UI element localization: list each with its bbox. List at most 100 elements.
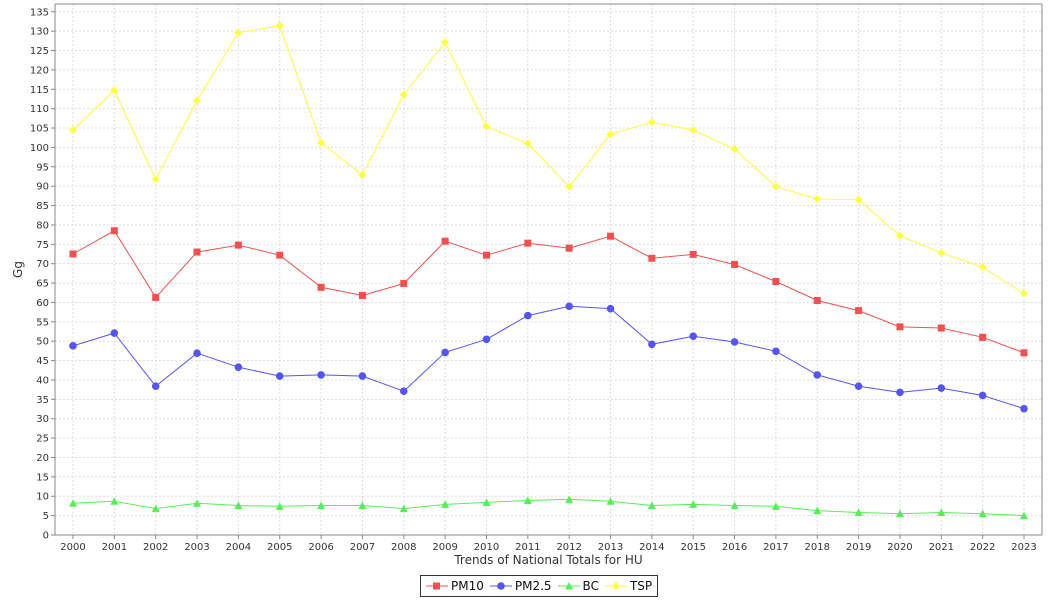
pm10-data-point <box>193 248 201 256</box>
legend-label-bc: BC <box>582 579 599 593</box>
tsp-data-point <box>689 125 698 134</box>
pm25-data-point <box>937 384 946 392</box>
pm10-data-point <box>648 254 656 262</box>
pm10-data-point <box>524 239 532 247</box>
x-tick-label: 2013 <box>598 542 623 553</box>
tsp-data-point <box>69 125 77 134</box>
bc-data-point <box>565 495 574 503</box>
bc-data-point <box>275 502 284 510</box>
pm25-data-point <box>772 347 780 356</box>
tsp-data-point <box>482 122 491 131</box>
x-tick-label: 2016 <box>722 542 747 553</box>
pm25-data-point <box>730 338 739 346</box>
pm10-data-point <box>689 250 697 258</box>
tsp-data-point <box>813 194 822 203</box>
x-tick-label: 2012 <box>556 542 581 553</box>
tsp-data-point <box>895 231 904 240</box>
pm10-data-point <box>400 279 408 287</box>
pm10-data-point <box>565 244 573 252</box>
tsp-data-point <box>193 96 202 105</box>
tsp-data-point <box>234 28 243 37</box>
y-tick-label: 105 <box>30 124 49 135</box>
pm10-data-point <box>69 250 77 258</box>
y-tick-label: 65 <box>36 279 49 290</box>
tsp-data-point <box>1020 289 1028 298</box>
tsp-data-point <box>399 90 408 99</box>
x-tick-label: 2001 <box>102 542 127 553</box>
y-tick-label: 85 <box>36 201 49 212</box>
bc-data-point <box>234 501 243 510</box>
y-tick-label: 135 <box>30 7 49 18</box>
bc-data-point <box>813 506 822 515</box>
tsp-data-point <box>565 182 574 191</box>
pm25-data-point <box>441 348 449 357</box>
bc-data-point <box>482 498 491 506</box>
y-tick-label: 120 <box>30 65 49 76</box>
x-tick-label: 2009 <box>432 542 457 553</box>
y-tick-label: 75 <box>36 240 49 251</box>
pm10-data-point <box>896 323 904 331</box>
y-tick-label: 25 <box>36 434 49 445</box>
pm25-legend-marker <box>489 582 512 590</box>
y-tick-label: 100 <box>30 143 49 154</box>
x-axis-title: Trends of National Totals for HU <box>453 553 642 567</box>
bc-data-point <box>689 500 698 508</box>
pm10-data-point <box>1020 349 1028 357</box>
pm25-data-point <box>565 302 573 311</box>
x-tick-label: 2003 <box>184 542 209 553</box>
y-tick-label: 20 <box>36 453 49 464</box>
x-tick-label: 2018 <box>805 542 830 553</box>
tsp-data-point <box>937 248 946 257</box>
x-tick-label: 2023 <box>1011 542 1036 553</box>
legend-label-pm25: PM2.5 <box>514 579 552 593</box>
pm25-data-point <box>399 387 408 396</box>
x-tick-label: 2022 <box>970 542 995 553</box>
y-tick-label: 60 <box>36 298 49 309</box>
bc-data-point <box>193 499 202 507</box>
tsp-data-point <box>151 175 160 184</box>
y-tick-label: 15 <box>36 472 49 483</box>
y-tick-label: 70 <box>36 259 49 270</box>
bc-data-point <box>854 508 863 517</box>
y-tick-label: 30 <box>36 414 49 425</box>
bc-data-point <box>606 497 615 505</box>
legend-item-bc: BC <box>557 579 599 593</box>
x-tick-label: 2011 <box>515 542 540 553</box>
pm10-series-line <box>72 230 1025 354</box>
legend-item-pm25: PM2.5 <box>489 579 552 593</box>
pm25-data-point <box>689 332 698 340</box>
y-tick-label: 125 <box>30 46 49 57</box>
y-tick-label: 55 <box>36 317 49 328</box>
pm25-data-point <box>275 372 284 380</box>
x-tick-label: 2006 <box>308 542 333 553</box>
pm10-data-point <box>855 307 863 315</box>
tsp-data-point <box>647 118 656 127</box>
y-tick-label: 80 <box>36 220 49 231</box>
legend-item-tsp: TSP <box>604 579 653 593</box>
y-tick-label: 115 <box>30 85 49 96</box>
pm10-data-point <box>731 260 739 268</box>
legend-label-tsp: TSP <box>629 579 653 593</box>
pm25-data-point <box>358 372 367 380</box>
pm25-data-point <box>606 304 615 313</box>
pm25-data-point <box>854 382 863 390</box>
pm25-data-point <box>193 349 201 358</box>
pm25-data-point <box>524 311 532 320</box>
tsp-legend-marker <box>604 582 627 590</box>
y-tick-label: 45 <box>36 356 49 367</box>
x-tick-label: 2015 <box>680 542 705 553</box>
x-tick-label: 2021 <box>929 542 954 553</box>
tsp-data-point <box>771 182 780 191</box>
pm10-data-point <box>152 293 160 301</box>
y-tick-label: 10 <box>36 492 49 503</box>
pm25-data-point <box>234 363 243 371</box>
y-tick-label: 130 <box>30 27 49 38</box>
bc-data-point <box>730 501 739 510</box>
x-tick-label: 2002 <box>143 542 168 553</box>
y-tick-label: 95 <box>36 162 49 173</box>
y-tick-label: 5 <box>43 511 49 522</box>
chart-legend: PM10 PM2.5 BC TSP <box>420 575 659 597</box>
bc-data-point <box>523 496 532 505</box>
pm10-data-point <box>937 324 945 332</box>
